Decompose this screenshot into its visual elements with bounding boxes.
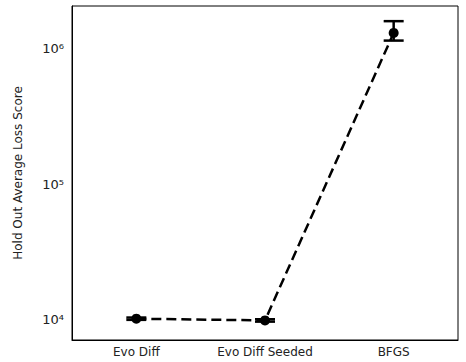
svg-text:BFGS: BFGS <box>378 345 410 359</box>
svg-text:10⁶: 10⁶ <box>42 41 64 56</box>
svg-text:Hold Out Average Loss Score: Hold Out Average Loss Score <box>11 86 25 260</box>
svg-text:10⁴: 10⁴ <box>42 312 64 327</box>
svg-text:Evo Diff: Evo Diff <box>113 345 160 359</box>
svg-text:Evo Diff Seeded: Evo Diff Seeded <box>217 345 313 359</box>
svg-text:10⁵: 10⁵ <box>42 177 64 192</box>
